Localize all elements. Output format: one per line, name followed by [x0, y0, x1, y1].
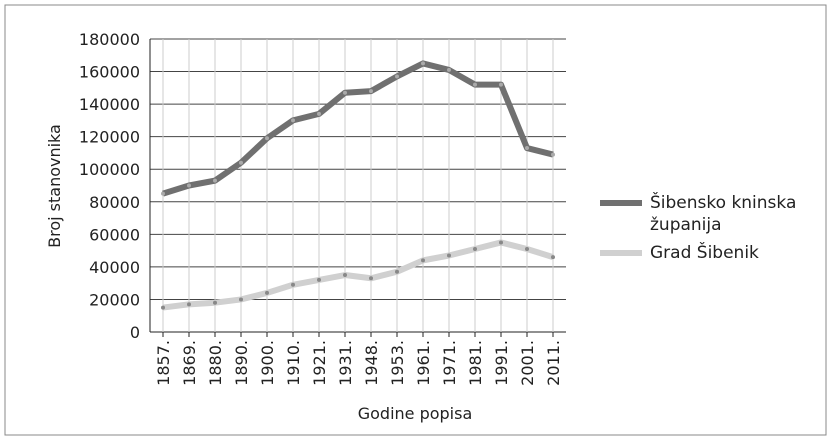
point — [447, 67, 451, 72]
y-tick-label: 0 — [130, 323, 140, 342]
point — [317, 111, 321, 116]
x-tick-label: 1971. — [440, 340, 459, 386]
x-tick-label: 1948. — [362, 340, 381, 386]
point — [291, 282, 295, 287]
point — [213, 300, 217, 305]
point — [473, 246, 477, 251]
y-tick-label: 100000 — [79, 160, 140, 179]
point — [291, 118, 295, 123]
point — [395, 269, 399, 274]
point — [369, 89, 373, 94]
chart-border — [4, 4, 827, 436]
y-axis-title: Broj stanovnika — [45, 124, 64, 248]
x-axis-title: Godine popisa — [358, 404, 473, 423]
y-tick-label: 20000 — [89, 290, 140, 309]
point — [317, 277, 321, 282]
point — [395, 74, 399, 79]
point — [161, 305, 165, 310]
y-tick-label: 120000 — [79, 128, 140, 147]
point — [551, 152, 555, 157]
x-tick-label: 1900. — [258, 340, 277, 386]
legend-label: Grad Šibenik — [650, 243, 759, 263]
point — [473, 82, 477, 87]
y-tick-label: 80000 — [89, 193, 140, 212]
x-tick-label: 1857. — [154, 340, 173, 386]
point — [343, 90, 347, 95]
x-tick-label: 1880. — [206, 340, 225, 386]
point — [265, 290, 269, 295]
point — [447, 253, 451, 258]
point — [187, 183, 191, 188]
series-line — [162, 60, 554, 197]
point — [525, 146, 529, 151]
y-tick-label: 160000 — [79, 63, 140, 82]
x-tick-label: 1890. — [232, 340, 251, 386]
point — [499, 240, 503, 245]
y-tick-label: 140000 — [79, 95, 140, 114]
point — [343, 273, 347, 278]
x-tick-label: 1910. — [284, 340, 303, 386]
x-tick-label: 1961. — [414, 340, 433, 386]
x-tick-label: 1869. — [180, 340, 199, 386]
y-tick-label: 60000 — [89, 225, 140, 244]
y-tick-label: 40000 — [89, 258, 140, 277]
point — [239, 160, 243, 165]
y-tick-label: 180000 — [79, 30, 140, 49]
point — [369, 276, 373, 281]
point — [265, 136, 269, 141]
x-tick-label: 1991. — [492, 340, 511, 386]
series-line — [162, 239, 554, 311]
x-tick-label: 1981. — [466, 340, 485, 386]
x-tick-label: 2011. — [544, 340, 563, 386]
point — [161, 191, 165, 196]
point — [187, 302, 191, 307]
point — [499, 82, 503, 87]
point — [421, 258, 425, 263]
x-tick-label: 2001. — [518, 340, 537, 386]
point — [551, 255, 555, 260]
point — [421, 61, 425, 66]
x-tick-label: 1953. — [388, 340, 407, 386]
point — [213, 178, 217, 183]
point — [239, 297, 243, 302]
point — [525, 246, 529, 251]
x-tick-label: 1931. — [336, 340, 355, 386]
x-tick-label: 1921. — [310, 340, 329, 386]
legend-label: Šibensko kninska županija — [650, 193, 797, 235]
